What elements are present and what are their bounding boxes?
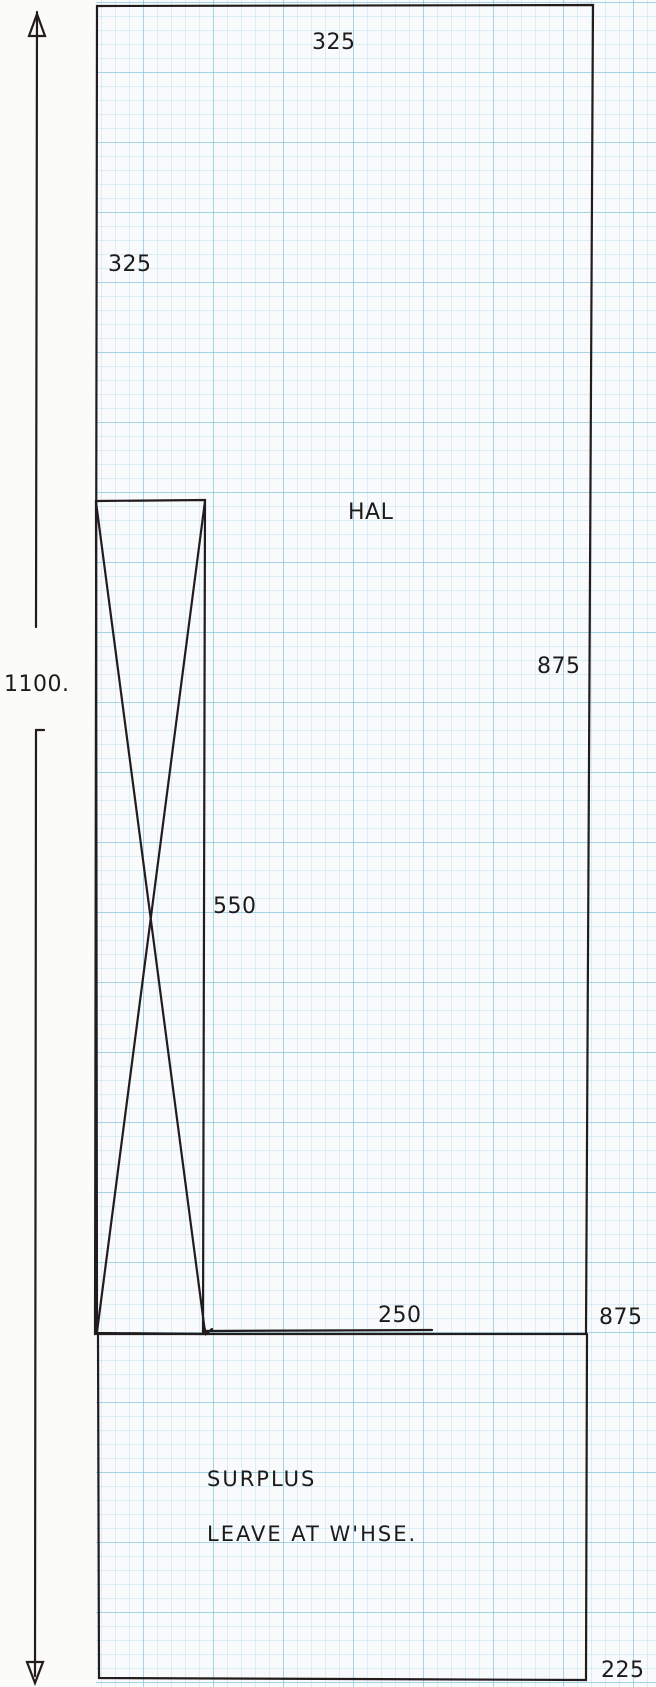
small-arrow [201, 1320, 214, 1336]
unruled-margin [0, 0, 96, 1687]
arrow-bottom [25, 1660, 45, 1687]
removed-panel-rect [94, 498, 207, 1336]
arrow-top [27, 10, 47, 38]
bottom-right-dim-label: 875 [599, 1305, 643, 1330]
left-offset-label: 325 [108, 252, 152, 277]
inner-bottom-width-label: 250 [378, 1303, 422, 1328]
inner-height-label: 550 [213, 894, 257, 919]
height-dimension-upper [34, 10, 39, 629]
dim-250-line [203, 1328, 434, 1333]
overall-height-label: 1100. [4, 672, 70, 697]
outer-rectangle [93, 3, 595, 1336]
lower-dim-label: 225 [601, 1658, 645, 1683]
surplus-panel [96, 1332, 589, 1682]
note-line-1: SURPLUS [207, 1467, 317, 1491]
right-height-label: 875 [537, 654, 581, 679]
top-width-label: 325 [312, 30, 356, 55]
height-dimension-lower [33, 728, 38, 1678]
note-line-2: LEAVE AT W'HSE. [207, 1522, 418, 1546]
removed-panel-cross-2 [95, 499, 207, 1334]
centre-label: HAL [348, 500, 394, 525]
